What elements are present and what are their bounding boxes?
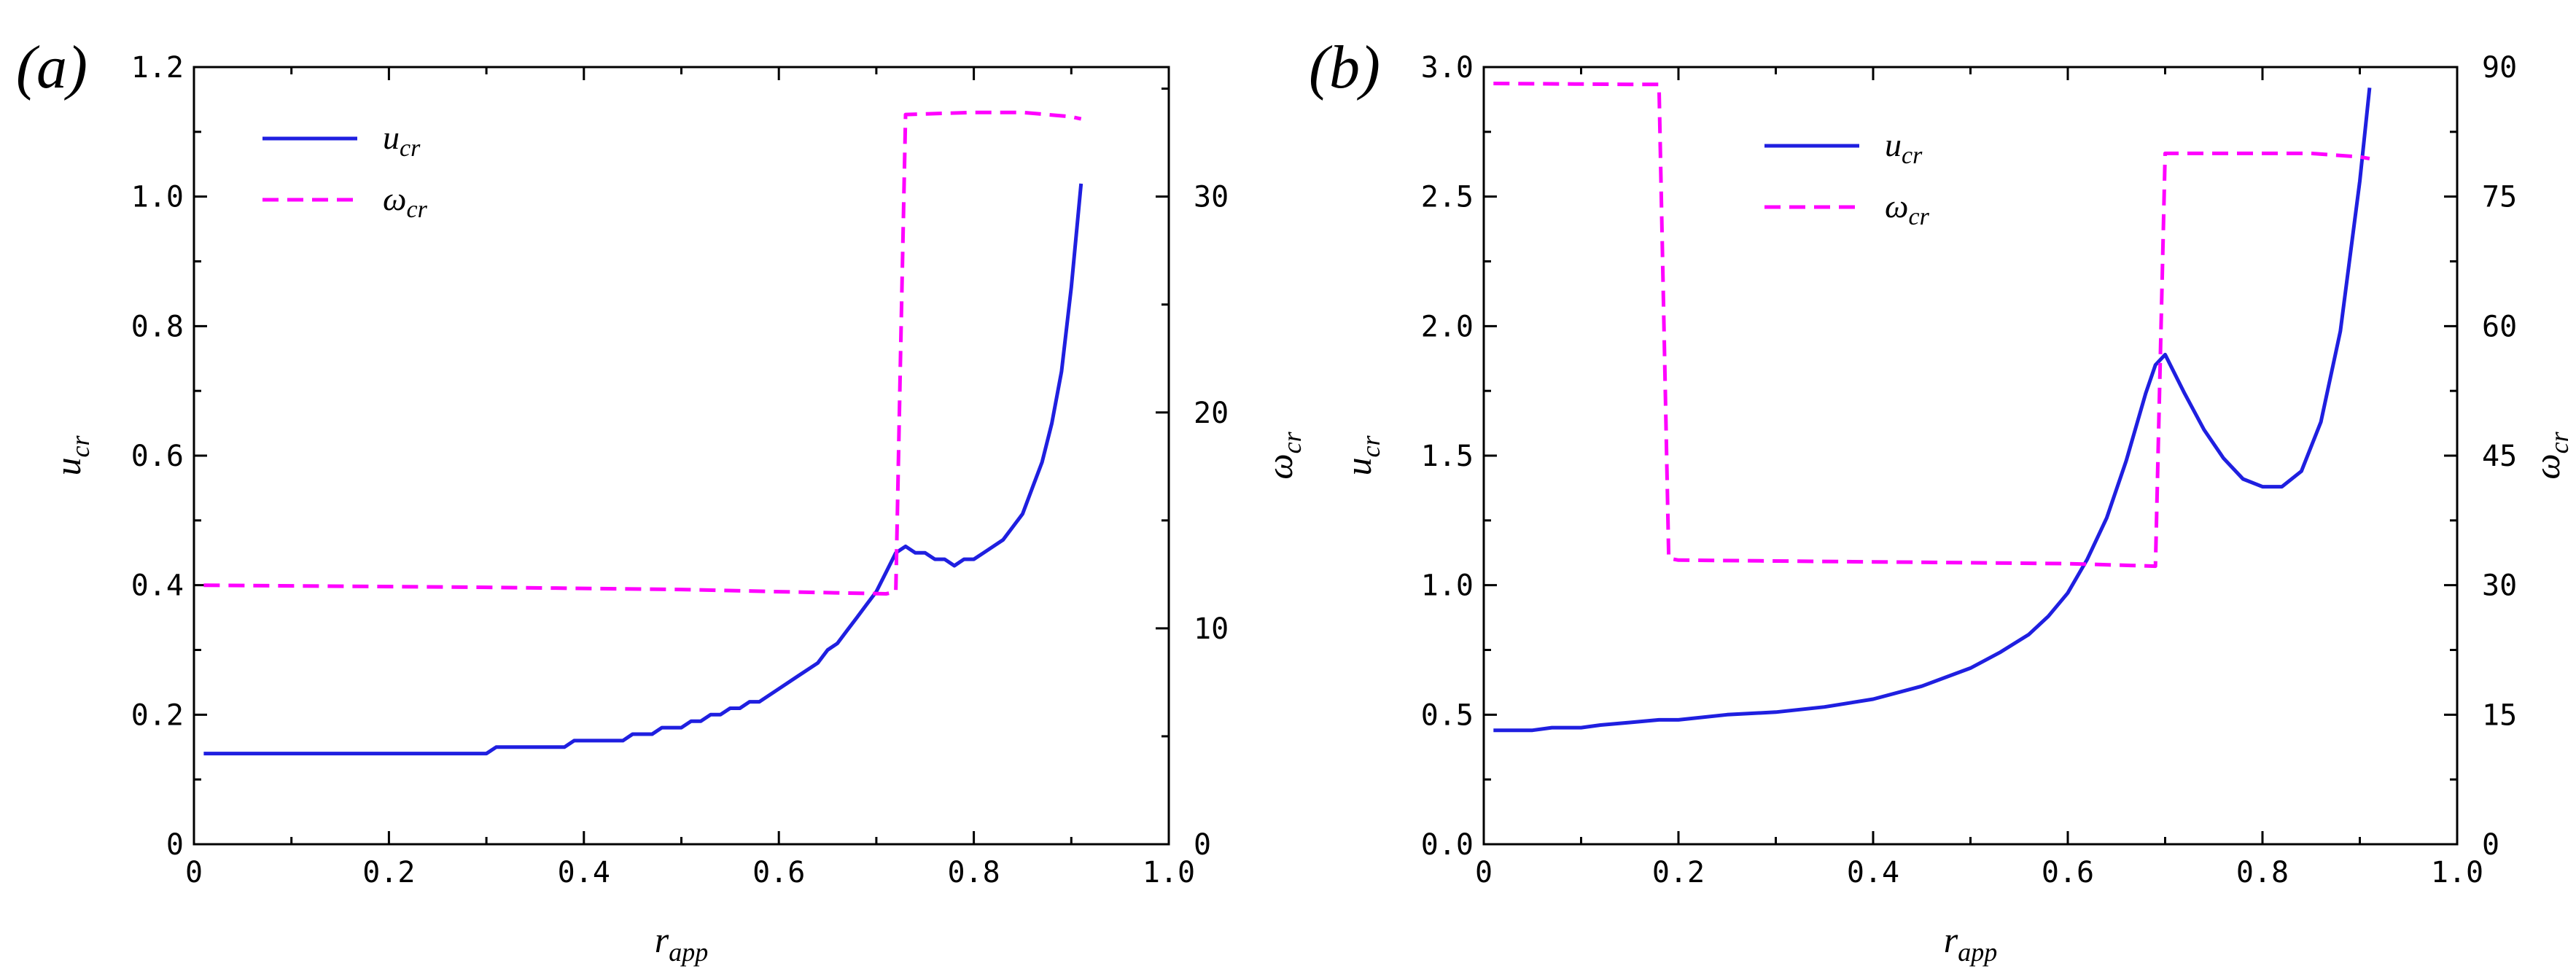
label-subscript: app bbox=[1958, 938, 1997, 967]
y2-axis-title: ωcr bbox=[1259, 431, 1307, 479]
y2-tick-label: 60 bbox=[2482, 310, 2517, 343]
y-tick-label: 1.0 bbox=[131, 181, 184, 214]
x-tick-label: 0 bbox=[185, 856, 203, 889]
y-tick-label: 0.2 bbox=[131, 698, 184, 732]
x-tick-label: 0 bbox=[1475, 856, 1493, 889]
label-subscript: app bbox=[669, 938, 708, 967]
y-tick-label: 1.0 bbox=[1421, 569, 1474, 603]
y-axis-title: ucr bbox=[1338, 435, 1385, 476]
y2-tick-label: 10 bbox=[1194, 612, 1229, 646]
series-line-omega-cr bbox=[1493, 82, 2370, 569]
y-axis-title: ucr bbox=[47, 435, 95, 476]
label-subscript: cr bbox=[1356, 435, 1385, 458]
x-tick-label: 1.0 bbox=[2431, 856, 2483, 889]
label-subscript: cr bbox=[1908, 203, 1929, 230]
y2-tick-label: 45 bbox=[2482, 440, 2517, 473]
y2-tick-label: 0 bbox=[1194, 828, 1211, 862]
legend-label: ucr bbox=[1885, 126, 1923, 169]
label-subscript: cr bbox=[406, 196, 427, 223]
y-tick-label: 2.5 bbox=[1421, 181, 1474, 214]
x-tick-label: 0.2 bbox=[1652, 856, 1705, 889]
panel-a: 0 0.2 0.4 0.6 0.8 1.000.20.40.60.81.01.201020… bbox=[16, 34, 1307, 967]
legend-label: ωcr bbox=[383, 180, 428, 223]
y2-tick-label: 15 bbox=[2482, 698, 2517, 732]
x-tick-label: 0.8 bbox=[2236, 856, 2289, 889]
x-axis-title: rapp bbox=[655, 919, 708, 967]
x-tick-label: 0.2 bbox=[362, 856, 415, 889]
legend-label: ωcr bbox=[1885, 187, 1930, 230]
y2-tick-label: 90 bbox=[2482, 51, 2517, 85]
plot-frame bbox=[1482, 66, 2459, 846]
y-tick-label: 0.4 bbox=[131, 569, 184, 603]
y-tick-label: 0.8 bbox=[131, 310, 184, 343]
label-subscript: cr bbox=[66, 435, 95, 458]
y-tick-label: 1.2 bbox=[131, 51, 184, 85]
label-subscript: cr bbox=[1277, 431, 1307, 453]
label-subscript: cr bbox=[400, 135, 421, 162]
y2-tick-label: 30 bbox=[1194, 181, 1229, 214]
legend-label: ucr bbox=[383, 119, 421, 162]
x-tick-label: 1.0 bbox=[1143, 856, 1195, 889]
label-main: ω bbox=[1885, 187, 1908, 225]
y-tick-label: 3.0 bbox=[1421, 51, 1474, 85]
label-main: ω bbox=[1259, 453, 1300, 479]
y2-tick-label: 0 bbox=[2482, 828, 2499, 862]
x-axis-title: rapp bbox=[1944, 919, 1997, 967]
y2-tick-label: 30 bbox=[2482, 569, 2517, 603]
label-main: ω bbox=[2526, 453, 2567, 479]
label-main: r bbox=[655, 919, 669, 960]
label-main: u bbox=[1338, 458, 1379, 476]
x-tick-label: 0.4 bbox=[558, 856, 610, 889]
y2-tick-label: 20 bbox=[1194, 397, 1229, 430]
label-subscript: cr bbox=[1902, 142, 1923, 169]
y2-tick-label: 75 bbox=[2482, 181, 2517, 214]
x-tick-label: 0.6 bbox=[752, 856, 805, 889]
y-tick-label: 2.0 bbox=[1421, 310, 1474, 343]
series-line-u-cr bbox=[1493, 87, 2372, 733]
x-tick-label: 0.4 bbox=[1847, 856, 1899, 889]
x-tick-label: 0.6 bbox=[2042, 856, 2094, 889]
y-tick-label: 0.0 bbox=[1421, 828, 1474, 862]
label-main: u bbox=[47, 458, 88, 476]
label-main: ω bbox=[383, 180, 406, 217]
series-line-u-cr bbox=[203, 183, 1083, 756]
label-subscript: cr bbox=[2545, 431, 2574, 453]
label-main: u bbox=[383, 119, 400, 156]
panel-b: 0 0.2 0.4 0.6 0.8 1.0 0.0 0.5 1.0 1.5 2.0 2.5 3.0 0 15… bbox=[1309, 34, 2574, 967]
label-main: u bbox=[1885, 126, 1902, 163]
y2-axis-title: ωcr bbox=[2526, 431, 2574, 479]
panel-label: (a) bbox=[16, 34, 87, 101]
y-tick-label: 1.5 bbox=[1421, 440, 1474, 473]
y-tick-label: 0.5 bbox=[1421, 698, 1474, 732]
x-tick-label: 0.8 bbox=[947, 856, 1000, 889]
y-tick-label: 0 bbox=[166, 828, 184, 862]
series-line-omega-cr bbox=[203, 110, 1082, 596]
y-tick-label: 0.6 bbox=[131, 440, 184, 473]
panel-label: (b) bbox=[1309, 34, 1380, 101]
label-main: r bbox=[1944, 919, 1958, 960]
